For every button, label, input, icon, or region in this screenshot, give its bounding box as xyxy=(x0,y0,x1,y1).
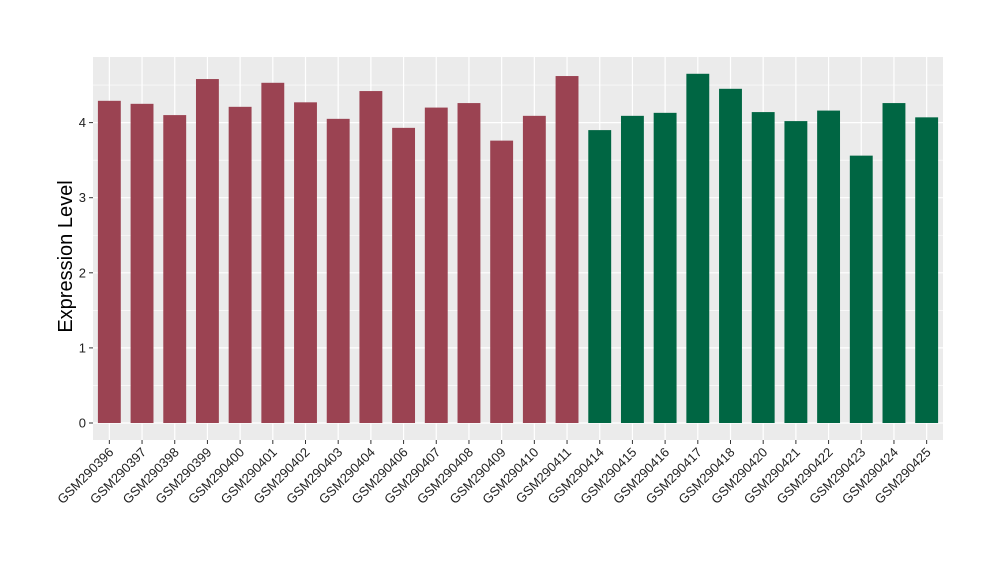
y-axis-title: Expression Level xyxy=(55,180,77,332)
bar xyxy=(424,107,448,423)
bar xyxy=(97,100,121,424)
bar xyxy=(653,112,677,423)
bar xyxy=(751,112,775,423)
bar xyxy=(620,115,644,423)
bar xyxy=(686,73,710,423)
bar xyxy=(392,127,416,424)
bar xyxy=(326,118,350,423)
bar xyxy=(784,121,808,424)
bar xyxy=(588,130,612,424)
bar xyxy=(228,106,252,423)
y-tick-label: 3 xyxy=(79,190,86,205)
bar xyxy=(457,103,481,423)
bars xyxy=(97,73,939,424)
bar xyxy=(817,110,841,424)
bar xyxy=(195,79,219,424)
y-tick-label: 4 xyxy=(79,115,86,130)
bar xyxy=(555,76,579,424)
bar xyxy=(294,102,317,423)
bar xyxy=(882,103,906,423)
bar xyxy=(163,115,187,423)
bar xyxy=(490,140,514,423)
bar xyxy=(849,155,873,424)
y-tick-label: 0 xyxy=(79,416,86,431)
y-tick-label: 2 xyxy=(79,265,86,280)
bar xyxy=(359,91,383,424)
y-axis: 0 1 2 3 4 xyxy=(79,115,93,431)
plot-panel xyxy=(93,57,943,440)
bar xyxy=(522,115,546,423)
bar xyxy=(915,117,939,423)
bar xyxy=(261,82,285,423)
bar xyxy=(130,103,154,423)
x-axis: GSM290396GSM290397GSM290398GSM290399GSM2… xyxy=(54,440,934,507)
y-tick-label: 1 xyxy=(79,340,86,355)
bar xyxy=(719,88,742,424)
